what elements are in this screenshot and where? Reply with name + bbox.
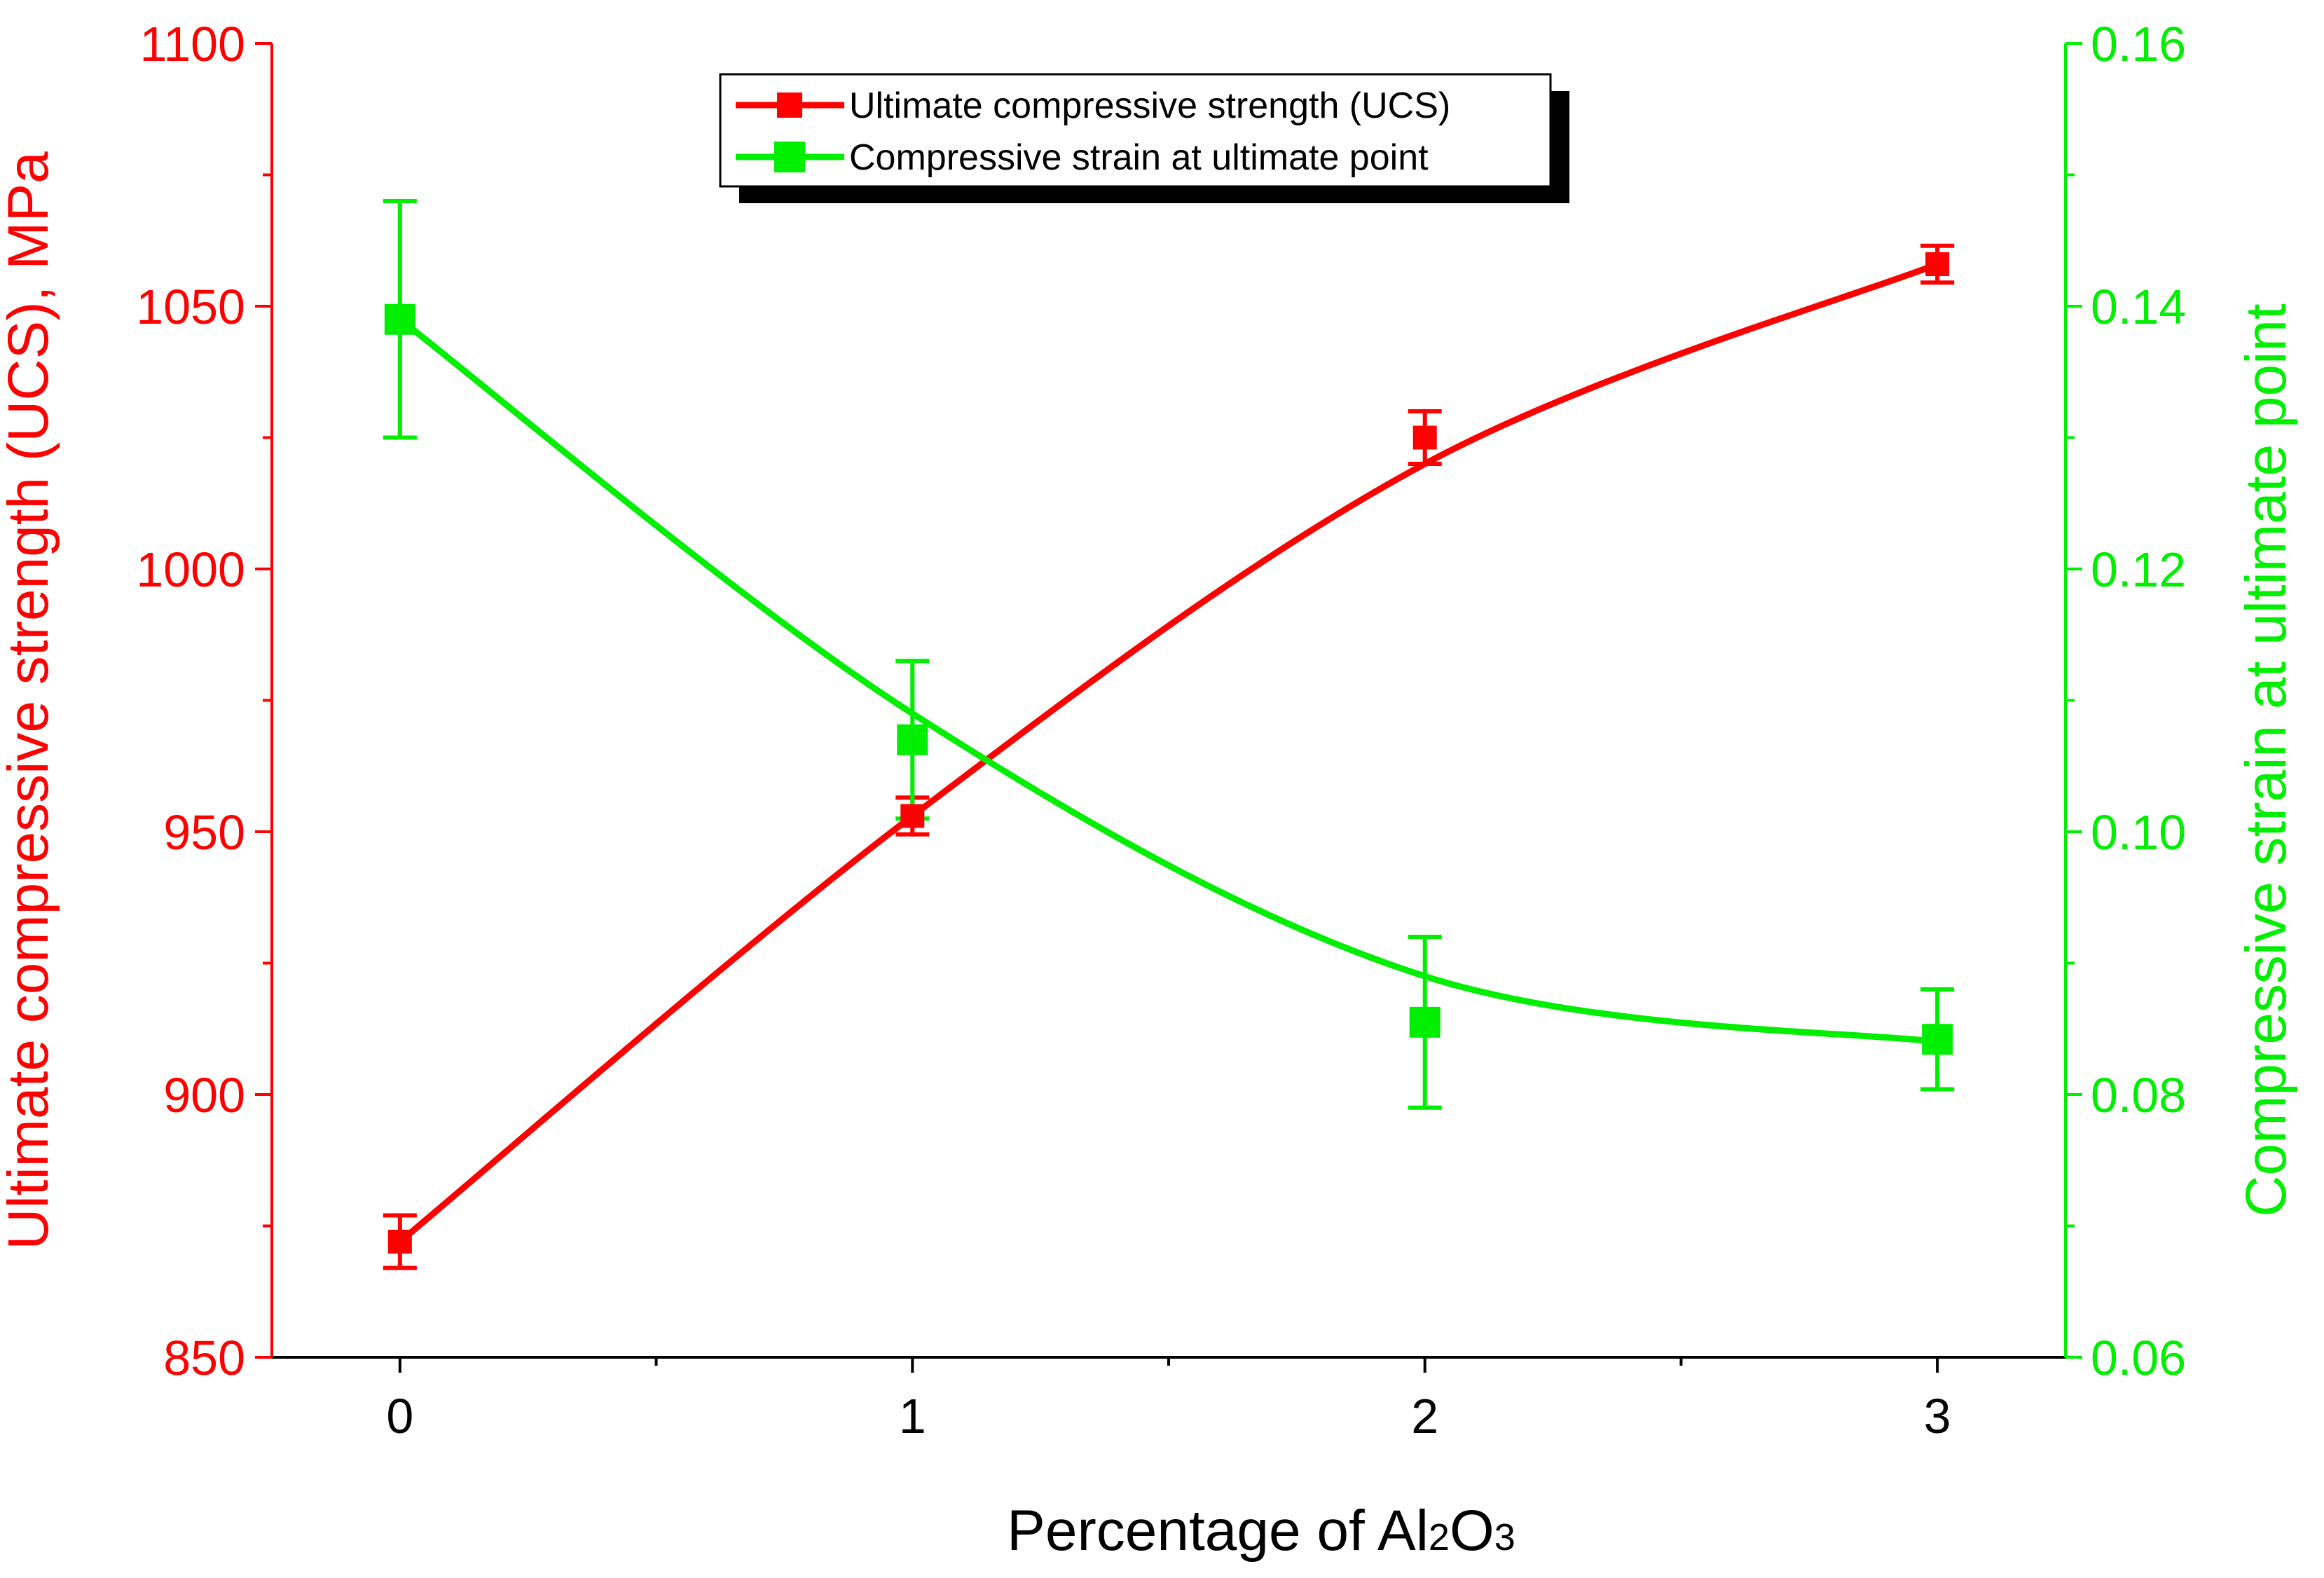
data-point-ucs (1412, 425, 1437, 450)
right-tick-label: 0.06 (2091, 1331, 2186, 1385)
data-point-ucs (900, 804, 925, 828)
data-point-ucs (1925, 252, 1950, 276)
right-tick-label: 0.12 (2091, 542, 2186, 597)
data-point-strain (384, 303, 415, 335)
legend: Ultimate compressive strength (UCS) Comp… (719, 73, 1569, 203)
legend-item-strain: Compressive strain at ultimate point (736, 137, 1429, 178)
legend-box (719, 73, 1552, 188)
fit-line-ucs (397, 261, 1939, 1244)
fit-lines (397, 261, 1939, 1244)
left-tick-label: 850 (163, 1331, 245, 1385)
left-tick-label: 1000 (136, 542, 245, 597)
data-point-ucs (387, 1230, 412, 1254)
legend-item-ucs: Ultimate compressive strength (UCS) (736, 85, 1450, 126)
x-axis-label-sub1: 2 (1429, 1516, 1450, 1558)
fit-line-strain (398, 317, 1938, 1045)
left-tick-label: 950 (163, 805, 245, 860)
right-tick-label: 0.08 (2091, 1068, 2186, 1123)
data-point-strain (897, 724, 928, 755)
x-tick-label: 0 (386, 1389, 413, 1443)
legend-marker-ucs (777, 92, 802, 118)
left-axis-label: Ultimate compressive strength (UCS), MPa (0, 151, 60, 1250)
x-axis-label: Percentage of Al2O3 (1007, 1499, 1515, 1563)
x-tick-label: 3 (1924, 1389, 1951, 1443)
x-tick-label: 2 (1411, 1389, 1438, 1443)
x-axis-label-prefix: Percentage of Al (1007, 1499, 1429, 1563)
x-tick-label: 1 (899, 1389, 926, 1443)
data-point-strain (1409, 1006, 1441, 1038)
legend-marker-strain (774, 142, 805, 172)
data-markers (384, 252, 1953, 1254)
left-tick-label: 900 (163, 1068, 245, 1123)
x-axis-label-mid: O (1450, 1499, 1494, 1563)
right-tick-label: 0.16 (2091, 17, 2186, 71)
left-tick-label: 1100 (139, 17, 245, 71)
right-axis-label: Compressive strain at ultimate point (2234, 303, 2298, 1217)
right-tick-label: 0.10 (2091, 805, 2186, 860)
data-point-strain (1922, 1024, 1953, 1055)
error-bars (383, 199, 1955, 1270)
left-tick-label: 1050 (136, 280, 245, 334)
right-tick-label: 0.14 (2091, 280, 2186, 334)
legend-label-strain: Compressive strain at ultimate point (849, 137, 1429, 178)
axes: 0 1 2 3 850 900 950 1000 1050 1100 0.06 0.08 0.10 0.1… (136, 17, 2186, 1443)
x-axis-label-sub2: 3 (1494, 1516, 1515, 1558)
legend-label-ucs: Ultimate compressive strength (UCS) (849, 85, 1450, 126)
